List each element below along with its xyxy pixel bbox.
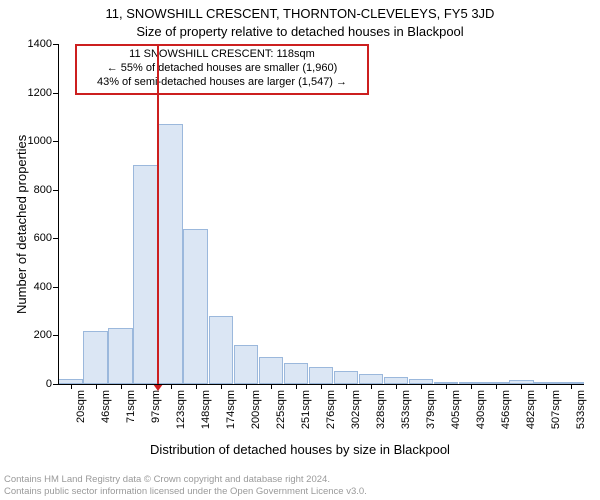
reference-marker-caret [153, 384, 163, 391]
x-tick-label: 507sqm [550, 390, 562, 429]
histogram-bar [284, 363, 309, 384]
x-tick-label: 328sqm [375, 390, 387, 429]
histogram-bar [209, 316, 234, 384]
x-tick-label: 379sqm [425, 390, 437, 429]
histogram-bar [384, 377, 409, 384]
x-tick-label: 533sqm [575, 390, 587, 429]
y-tick-label: 200 [34, 329, 52, 341]
attribution-line-1: Contains HM Land Registry data © Crown c… [4, 474, 367, 486]
x-tick-label: 71sqm [125, 390, 137, 423]
plot-area: 0200400600800100012001400 20sqm46sqm71sq… [58, 44, 584, 384]
y-tick-label: 1200 [28, 87, 52, 99]
y-tick-label: 1000 [28, 135, 52, 147]
x-tick-label: 97sqm [150, 390, 162, 423]
x-tick-label: 353sqm [400, 390, 412, 429]
reference-marker-line [157, 44, 159, 384]
x-tick-label: 302sqm [350, 390, 362, 429]
histogram-bar [158, 124, 183, 384]
x-axis-label: Distribution of detached houses by size … [0, 442, 600, 457]
histogram-bar [83, 331, 108, 384]
y-tick-label: 1400 [28, 38, 52, 50]
histogram-bar [334, 371, 359, 384]
x-tick-label: 20sqm [75, 390, 87, 423]
histogram-bar [259, 357, 284, 384]
histogram-bar [234, 345, 259, 384]
x-tick-label: 430sqm [475, 390, 487, 429]
histogram-bar [183, 229, 208, 384]
x-tick-label: 148sqm [200, 390, 212, 429]
x-tick-label: 200sqm [250, 390, 262, 429]
x-tick-label: 174sqm [225, 390, 237, 429]
x-tick-label: 123sqm [175, 390, 187, 429]
y-tick-label: 600 [34, 232, 52, 244]
x-tick-label: 456sqm [500, 390, 512, 429]
attribution-text: Contains HM Land Registry data © Crown c… [4, 474, 367, 498]
x-tick-label: 276sqm [325, 390, 337, 429]
y-axis-line [58, 44, 59, 384]
histogram-bar [309, 367, 334, 384]
x-tick-label: 46sqm [100, 390, 112, 423]
histogram-bar [359, 374, 384, 384]
histogram-bar [108, 328, 133, 384]
y-axis-label: Number of detached properties [14, 135, 29, 314]
y-tick-label: 400 [34, 281, 52, 293]
chart-subtitle: Size of property relative to detached ho… [0, 24, 600, 39]
x-tick-label: 251sqm [300, 390, 312, 429]
x-tick-label: 225sqm [275, 390, 287, 429]
x-axis-line [58, 384, 584, 385]
chart-title: 11, SNOWSHILL CRESCENT, THORNTON-CLEVELE… [0, 6, 600, 21]
y-tick-label: 800 [34, 184, 52, 196]
bars-layer [58, 44, 584, 384]
histogram-bar [133, 165, 158, 384]
y-tick-label: 0 [46, 378, 52, 390]
x-tick-label: 405sqm [450, 390, 462, 429]
attribution-line-2: Contains public sector information licen… [4, 486, 367, 498]
x-tick-label: 482sqm [525, 390, 537, 429]
